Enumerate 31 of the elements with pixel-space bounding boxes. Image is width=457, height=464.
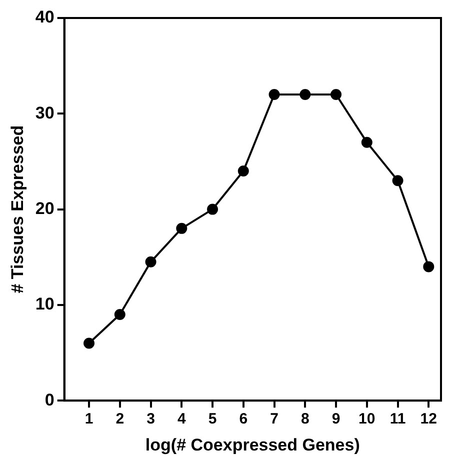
point xyxy=(392,175,404,186)
x-tick-label: 8 xyxy=(300,410,310,428)
point xyxy=(238,166,249,177)
x-tick-label: 12 xyxy=(420,410,437,428)
x-tick-label: 3 xyxy=(146,410,155,428)
point xyxy=(330,89,342,100)
y-tick-label: 40 xyxy=(35,8,54,27)
y-axis-title: # Tissues Expressed xyxy=(8,125,27,294)
x-tick-label: 9 xyxy=(332,410,340,428)
x-tick-label: 4 xyxy=(177,410,186,428)
point xyxy=(268,89,280,100)
y-tick-label: 20 xyxy=(35,198,54,218)
x-tick-label: 7 xyxy=(270,410,278,428)
point xyxy=(114,309,126,320)
x-tick-label: 1 xyxy=(84,410,94,428)
y-tick-label: 10 xyxy=(35,294,54,314)
point xyxy=(423,261,434,272)
x-tick-label: 6 xyxy=(239,410,248,428)
y-tick-label: 0 xyxy=(44,390,54,410)
x-tick-label: 2 xyxy=(116,410,124,428)
point xyxy=(300,89,311,100)
point xyxy=(176,222,188,234)
x-tick-label: 11 xyxy=(390,410,406,428)
x-tick-label: 10 xyxy=(358,410,376,428)
point xyxy=(84,338,95,349)
x-axis-title: log(# Coexpressed Genes) xyxy=(145,435,360,454)
y-tick-label: 30 xyxy=(35,103,54,122)
point xyxy=(207,204,218,215)
x-tick-label: 5 xyxy=(208,410,217,428)
point xyxy=(145,256,156,268)
point xyxy=(361,136,372,148)
